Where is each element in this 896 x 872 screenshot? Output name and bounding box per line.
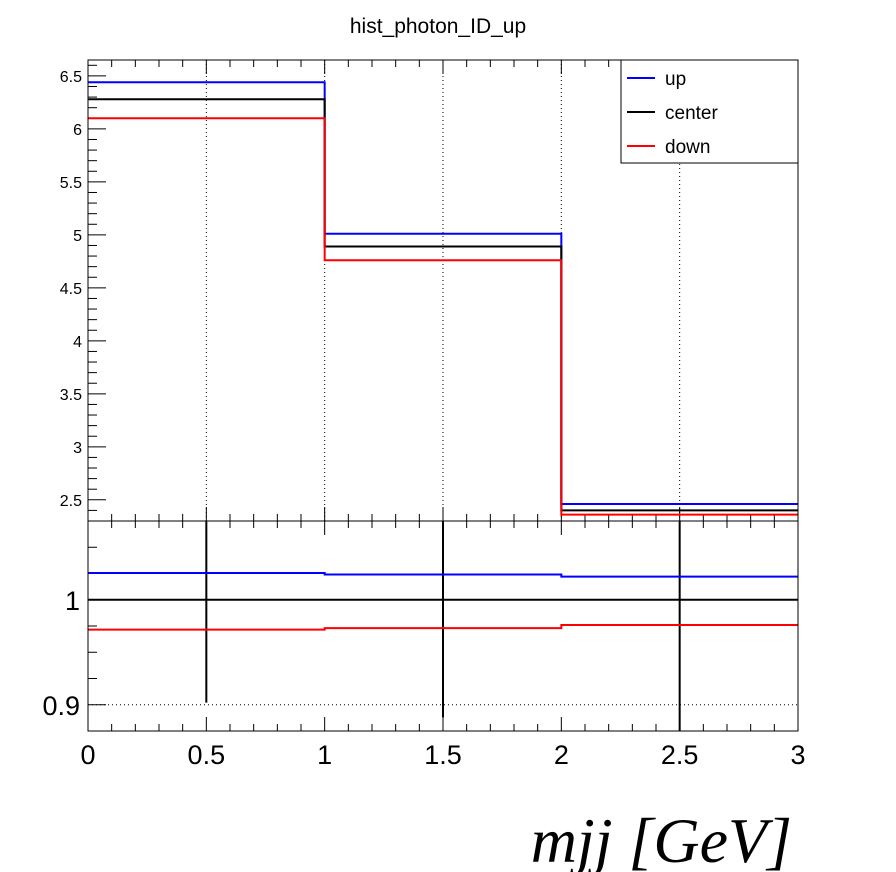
histogram-line-center: [88, 98, 798, 512]
x-tick-label: 3: [790, 740, 805, 770]
x-tick-label: 0.5: [188, 740, 226, 770]
main-series: [88, 81, 798, 516]
histogram-line-down: [88, 117, 798, 516]
x-tick-label: 0: [80, 740, 95, 770]
x-tick-label: 2.5: [661, 740, 699, 770]
main-y-tick-label: 4: [73, 334, 82, 351]
ratio-line-2: [88, 623, 798, 631]
ratio-axis-ticks: 0.9 1 0 0.5 1 1.5 2 2.5 3: [42, 520, 806, 770]
legend-label-up: up: [665, 69, 686, 90]
main-y-tick-label: 3.5: [60, 387, 82, 404]
main-y-tick-label: 3: [73, 440, 82, 457]
main-y-tick-label: 6.5: [60, 69, 82, 86]
main-y-tick-label: 6: [73, 122, 82, 139]
legend-label-down: down: [665, 137, 710, 158]
chart-title: hist_photon_ID_up: [350, 15, 526, 38]
ratio-series: [88, 571, 798, 631]
ratio-line-0: [88, 571, 798, 578]
main-y-tick-label: 4.5: [60, 281, 82, 298]
legend-label-center: center: [665, 103, 718, 124]
x-axis-label: mjj [GeV]: [531, 805, 792, 872]
main-y-tick-label: 5: [73, 228, 82, 245]
main-y-tick-label: 5.5: [60, 175, 82, 192]
ratio-plot-frame: [87, 520, 799, 732]
x-tick-label: 2: [554, 740, 569, 770]
histogram-line-up: [88, 81, 798, 506]
x-tick-label: 1.5: [424, 740, 462, 770]
x-tick-label: 1: [317, 740, 332, 770]
ratio-error-bars: [205, 521, 681, 731]
ratio-y-tick-label: 1: [65, 586, 80, 616]
legend: up center down: [620, 59, 799, 164]
ratio-y-tick-label: 0.9: [42, 691, 80, 721]
main-y-tick-label: 2.5: [60, 493, 82, 510]
